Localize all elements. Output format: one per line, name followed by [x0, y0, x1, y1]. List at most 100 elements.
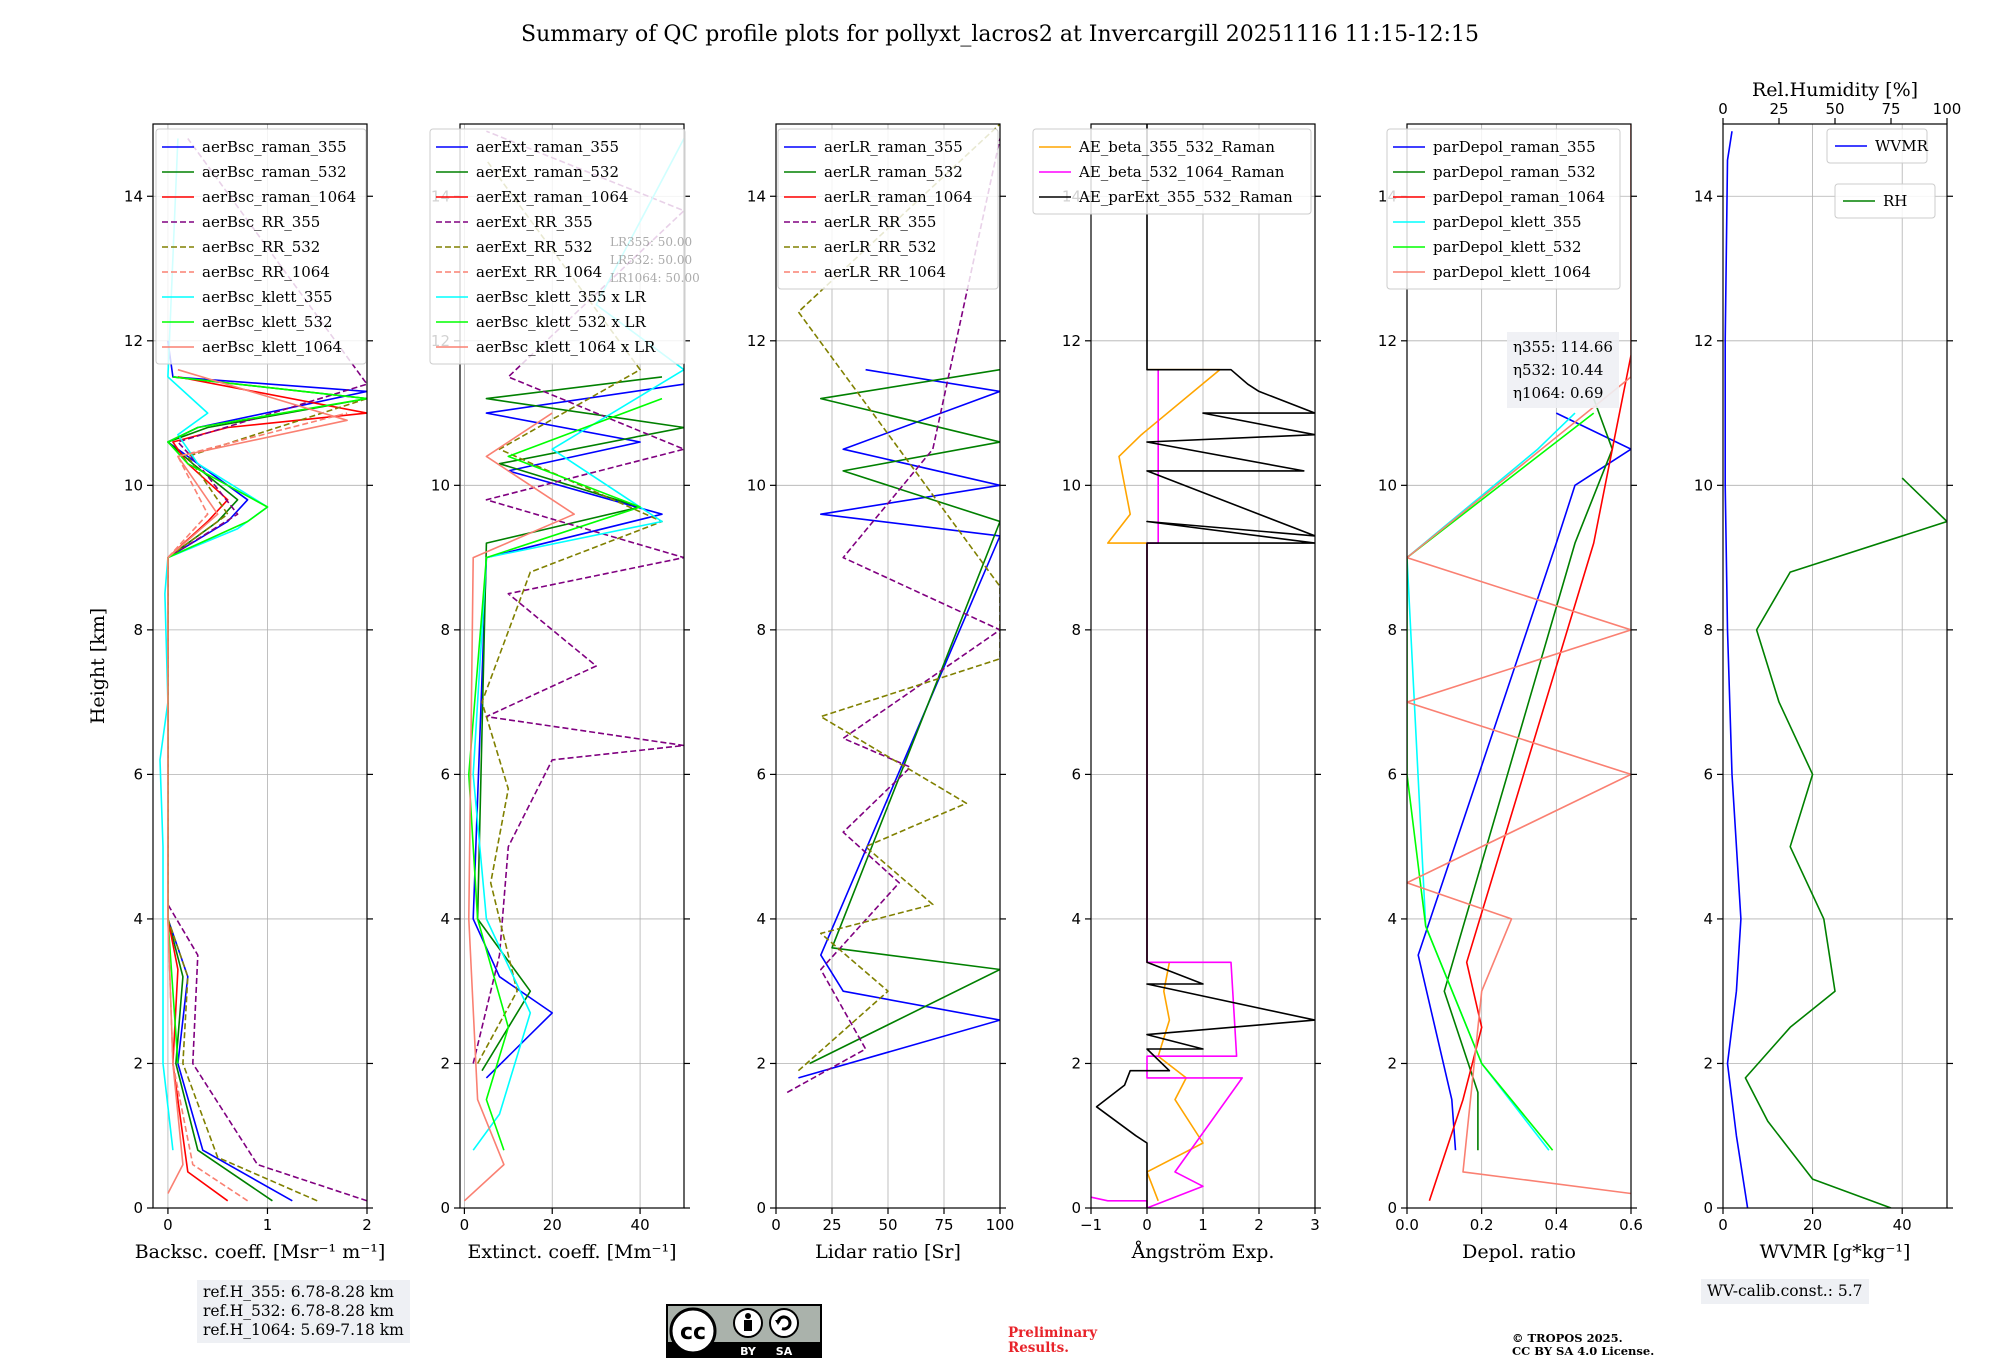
legend-label: aerLR_raman_355 — [824, 138, 963, 156]
sa-label: SA — [776, 1345, 793, 1358]
x-tick-label: 0 — [1718, 1216, 1728, 1234]
y-tick-label: 0 — [1387, 1199, 1397, 1217]
y-tick-label: 4 — [1387, 910, 1397, 928]
legend-label: aerBsc_klett_1064 x LR — [476, 338, 656, 356]
axes-frame — [152, 123, 368, 1209]
series-group — [786, 124, 1000, 1094]
y-tick-label: 12 — [747, 332, 766, 350]
y-tick-label: 8 — [133, 621, 143, 639]
y-tick-label: 2 — [440, 1054, 450, 1072]
y-tick-label: 4 — [440, 910, 450, 928]
copyright-note: © TROPOS 2025. CC BY SA 4.0 License. — [1512, 1332, 1654, 1358]
legend-label: aerBsc_raman_1064 — [202, 188, 356, 206]
series-group — [159, 138, 367, 1202]
y-tick-label: 10 — [747, 476, 766, 494]
legend-label: aerBsc_klett_355 — [202, 288, 333, 306]
preliminary-text: Preliminary — [1008, 1325, 1098, 1341]
top-x-tick-label: 25 — [1769, 100, 1788, 118]
x-axis-label: Ångström Exp. — [1131, 1241, 1275, 1263]
series-WVMR — [1724, 131, 1749, 1208]
x-tick-label: 1 — [263, 1216, 273, 1234]
axes-frame — [1406, 123, 1632, 1209]
x-tick-label: 40 — [631, 1216, 650, 1234]
results-text: Results. — [1008, 1340, 1069, 1356]
y-tick-label: 6 — [440, 765, 450, 783]
legend-box — [429, 128, 686, 365]
legend-label: aerBsc_raman_355 — [202, 138, 347, 156]
legend-label: AE_beta_355_532_Raman — [1078, 138, 1275, 156]
by-label: BY — [740, 1345, 757, 1358]
top-x-tick-label: 0 — [1718, 100, 1728, 118]
copyright-text: © TROPOS 2025. — [1512, 1331, 1623, 1345]
y-tick-label: 6 — [1703, 765, 1713, 783]
legend: aerExt_raman_355 aerExt_raman_532 aerExt_r… — [429, 128, 686, 365]
legend-label: aerLR_RR_355 — [824, 213, 936, 231]
y-tick-label: 6 — [1387, 765, 1397, 783]
legend-label: aerBsc_klett_1064 — [202, 338, 342, 356]
x-tick-label: 0.2 — [1470, 1216, 1494, 1234]
legend-label: parDepol_raman_355 — [1433, 138, 1596, 156]
series-AE_beta_532_1064_Raman — [1091, 369, 1243, 1208]
ref-height-1064: ref.H_1064: 5.69-7.18 km — [203, 1321, 404, 1339]
legend-label: aerLR_RR_532 — [824, 238, 936, 256]
cc-logo-icon — [669, 1307, 717, 1355]
top-x-axis-label: Rel.Humidity [%] — [1752, 79, 1918, 101]
y-tick-label: 4 — [1071, 910, 1081, 928]
legend-label: aerBsc_klett_532 — [202, 313, 333, 331]
legend-label: AE_beta_532_1064_Raman — [1078, 163, 1285, 181]
panel-lidar_ratio: 0 2 4 6 8 10 12 14 0 25 50 75 100 Lidar ratio [Sr] aer… — [747, 123, 1015, 1263]
x-tick-label: 1 — [1198, 1216, 1208, 1234]
x-tick-label: 0 — [1142, 1216, 1152, 1234]
y-tick-label: 12 — [1378, 332, 1397, 350]
legend-label: aerExt_raman_532 — [476, 163, 619, 181]
y-tick-label: 10 — [1062, 476, 1081, 494]
x-tick-label: 100 — [986, 1216, 1015, 1234]
x-tick-label: 0.0 — [1395, 1216, 1419, 1234]
legend: aerBsc_raman_355 aerBsc_raman_532 aerBsc_r… — [155, 128, 367, 365]
series-group — [463, 130, 684, 1202]
lr-annotation: LR532: 50.00 — [610, 253, 692, 267]
x-tick-label: 75 — [934, 1216, 953, 1234]
eta-label: η355: 114.66 — [1513, 338, 1613, 356]
y-tick-label: 2 — [1071, 1054, 1081, 1072]
y-tick-label: 10 — [124, 476, 143, 494]
license-text: CC BY SA 4.0 License. — [1512, 1344, 1655, 1358]
x-tick-label: 2 — [362, 1216, 372, 1234]
y-tick-label: 0 — [756, 1199, 766, 1217]
legend: aerLR_raman_355 aerLR_raman_532 aerLR_rama… — [777, 128, 999, 290]
y-tick-label: 4 — [133, 910, 143, 928]
legend: WVMR RH — [1826, 128, 1936, 219]
legend-label: aerLR_raman_532 — [824, 163, 963, 181]
series-aerBsc_RR_1064 — [167, 412, 348, 1202]
x-tick-label: 20 — [1803, 1216, 1822, 1234]
y-tick-label: 8 — [756, 621, 766, 639]
legend: parDepol_raman_355 parDepol_raman_532 parD… — [1386, 128, 1621, 290]
legend-label: WVMR — [1875, 137, 1929, 155]
y-tick-label: 14 — [124, 187, 143, 205]
series-aerExt_RR_532 — [476, 159, 663, 1064]
series-aerExt_raman_355 — [472, 383, 684, 1079]
lr-annotation: LR1064: 50.00 — [610, 271, 700, 285]
y-tick-label: 2 — [1703, 1054, 1713, 1072]
panel-extinction: 0246810121402040Extinct. coeff. [Mm⁻¹]ae… — [429, 123, 700, 1263]
y-tick-label: 0 — [1703, 1199, 1713, 1217]
cc-logo-text: cc — [680, 1320, 706, 1345]
series-group — [1407, 124, 1631, 1202]
series-aerBsc_klett_1064 — [167, 368, 348, 1194]
x-tick-label: 50 — [878, 1216, 897, 1234]
legend-label: aerBsc_klett_532 x LR — [476, 313, 647, 331]
y-axis-label: Height [km] — [87, 608, 109, 724]
series-parDepol_klett_1064 — [1407, 124, 1631, 1195]
ref-height-355: ref.H_355: 6.78-8.28 km — [203, 1283, 394, 1301]
y-tick-label: 2 — [133, 1054, 143, 1072]
x-tick-label: −1 — [1080, 1216, 1102, 1234]
y-tick-label: 0 — [440, 1199, 450, 1217]
series-aerLR_RR_355 — [786, 138, 1000, 1094]
axes-frame — [459, 123, 685, 1209]
series-parDepol_raman_532 — [1443, 398, 1614, 1151]
legend-label: aerLR_RR_1064 — [824, 263, 946, 281]
legend-label: aerBsc_RR_355 — [202, 213, 320, 231]
